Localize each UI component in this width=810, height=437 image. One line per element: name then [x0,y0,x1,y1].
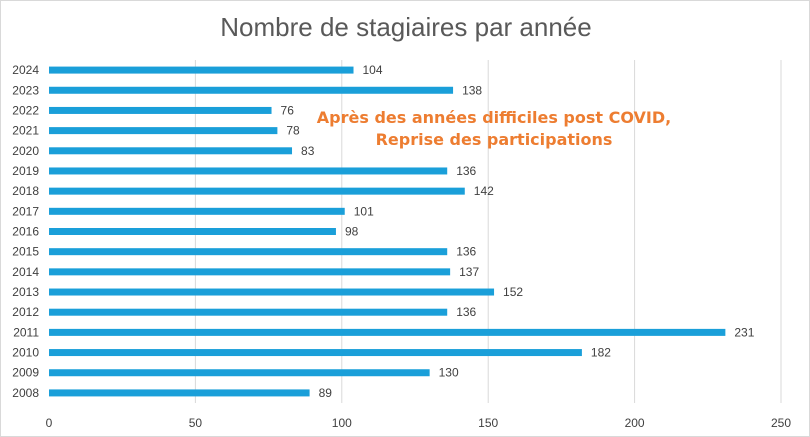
y-tick-label: 2022 [12,103,39,117]
y-tick-label: 2023 [12,83,39,97]
data-label: 89 [319,386,333,400]
data-label: 101 [354,204,374,218]
data-label: 152 [503,285,523,299]
bar-2013 [49,288,495,296]
y-tick-label: 2012 [12,305,39,319]
annotation-line-1: Après des années difficiles post COVID, [317,108,671,127]
y-tick-label: 2013 [12,285,39,299]
data-label: 98 [345,225,359,239]
data-label: 83 [301,144,315,158]
annotation-line-2: Reprise des participations [376,130,613,149]
bar-2010 [49,349,582,357]
y-tick-label: 2008 [12,386,39,400]
y-tick-label: 2017 [12,204,39,218]
data-label: 104 [363,63,383,77]
y-tick-label: 2021 [12,124,39,138]
data-label: 231 [734,325,754,339]
gridlines [194,60,782,403]
data-label: 136 [456,164,476,178]
bar-2024 [49,66,354,74]
bar-2022 [49,106,272,114]
data-label: 136 [456,245,476,259]
y-tick-label: 2024 [12,63,39,77]
data-label: 130 [439,366,459,380]
data-label: 137 [459,265,479,279]
bar-2008 [49,389,310,397]
y-tick-label: 2018 [12,184,39,198]
bar-2019 [49,167,448,175]
x-tick-label: 0 [46,416,53,430]
bar-2009 [49,369,430,377]
y-tick-label: 2016 [12,225,39,239]
data-label: 78 [286,124,300,138]
y-tick-labels: 2024 2023 2022 2021 2020 2019 2018 2017 2016 2015… [12,63,39,400]
x-tick-label: 100 [332,416,352,430]
y-tick-label: 2014 [12,265,39,279]
data-label: 182 [591,346,611,360]
data-label: 142 [474,184,494,198]
data-label: 138 [462,83,482,97]
bar-2017 [49,207,345,215]
y-tick-label: 2015 [12,245,39,259]
y-tick-label: 2019 [12,164,39,178]
bar-2015 [49,248,448,256]
bar-2014 [49,268,451,276]
data-label: 136 [456,305,476,319]
y-tick-label: 2020 [12,144,39,158]
y-tick-label: 2011 [13,325,39,339]
bar-2021 [49,127,278,135]
bar-2012 [49,308,448,316]
bars [49,66,726,397]
data-label: 76 [281,103,295,117]
bar-2023 [49,86,454,94]
y-tick-label: 2009 [12,366,39,380]
bar-2020 [49,147,293,155]
bar-2011 [49,328,726,336]
x-tick-label: 200 [625,416,645,430]
x-tick-label: 150 [478,416,498,430]
chart-title: Nombre de stagiaires par année [220,12,591,42]
x-tick-labels: 0 50 100 150 200 250 [46,416,792,430]
x-tick-label: 250 [771,416,791,430]
x-tick-label: 50 [189,416,203,430]
bar-2016 [49,228,336,235]
bar-2018 [49,187,465,195]
y-tick-label: 2010 [12,346,39,360]
